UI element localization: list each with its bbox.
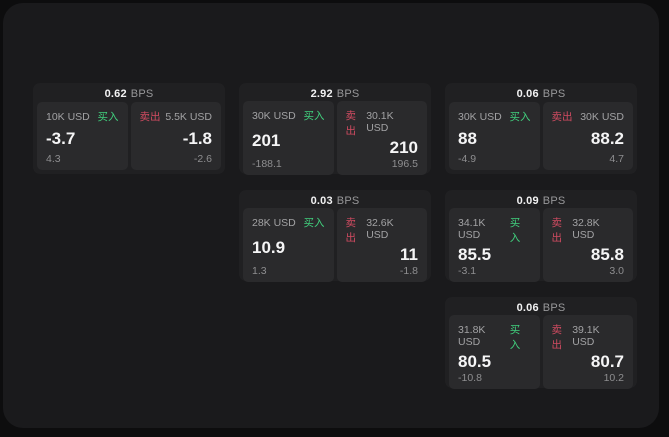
- spread-header: 0.62 BPS: [37, 87, 221, 102]
- buy-label: 买入: [303, 217, 325, 229]
- sell-size: 30K USD: [580, 111, 624, 123]
- main-panel: 0.62 BPS 10K USD 买入 -3.7 4.3 卖出 5.5K USD: [3, 3, 659, 428]
- spread-header: 0.06 BPS: [449, 301, 633, 315]
- sell-tile[interactable]: 卖出 32.6K USD 11 -1.8: [336, 208, 427, 282]
- buy-label: 买入: [509, 111, 531, 123]
- quote-card: 0.03 BPS 28K USD 买入 10.9 1.3 卖出 32.6K USD: [239, 190, 431, 282]
- sell-size: 32.8K USD: [572, 217, 600, 241]
- quote-card: 0.06 BPS 30K USD 买入 88 -4.9 卖出 30K USD: [445, 83, 637, 174]
- sell-label: 卖出: [551, 324, 563, 351]
- sell-sub-value: -2.6: [193, 153, 212, 165]
- quote-card: 0.09 BPS 34.1K USD 买入 85.5 -3.1 卖出 32.8K …: [445, 190, 637, 282]
- bps-unit-label: BPS: [336, 195, 360, 207]
- buy-size: 30K USD: [252, 110, 296, 122]
- buy-price: 201: [252, 130, 281, 150]
- sell-label: 卖出: [551, 111, 573, 123]
- sell-sub-value: 196.5: [391, 158, 418, 170]
- buy-size: 28K USD: [252, 217, 296, 229]
- sell-label: 卖出: [139, 111, 161, 123]
- buy-tile[interactable]: 30K USD 买入 201 -188.1: [243, 101, 334, 175]
- buy-label: 买入: [509, 324, 521, 351]
- buy-label: 买入: [509, 217, 521, 244]
- spread-header: 0.06 BPS: [449, 87, 633, 102]
- sell-tile[interactable]: 卖出 32.8K USD 85.8 3.0: [542, 208, 633, 282]
- spread-value: 0.03: [310, 195, 333, 207]
- buy-price: 80.5: [458, 352, 492, 371]
- sell-price: -1.8: [182, 128, 212, 148]
- sell-tile[interactable]: 卖出 30.1K USD 210 196.5: [336, 101, 427, 175]
- sell-size: 39.1K USD: [572, 324, 600, 348]
- buy-tile[interactable]: 30K USD 买入 88 -4.9: [449, 102, 540, 170]
- spread-header: 0.03 BPS: [243, 194, 427, 208]
- sell-sub-value: 4.7: [609, 153, 624, 165]
- buy-sub-value: -3.1: [458, 265, 477, 277]
- spread-header: 0.09 BPS: [449, 194, 633, 208]
- sell-size: 32.6K USD: [366, 217, 394, 241]
- sell-label: 卖出: [551, 217, 563, 244]
- quote-card: 0.06 BPS 31.8K USD 买入 80.5 -10.8 卖出 39.1K…: [445, 297, 637, 389]
- sell-tile[interactable]: 卖出 5.5K USD -1.8 -2.6: [130, 102, 221, 170]
- sell-price: 85.8: [590, 245, 624, 264]
- quote-card: 2.92 BPS 30K USD 买入 201 -188.1 卖出 30.1K U…: [239, 83, 431, 175]
- buy-tile[interactable]: 28K USD 买入 10.9 1.3: [243, 208, 334, 282]
- sell-label: 卖出: [345, 217, 357, 244]
- bps-unit-label: BPS: [336, 88, 360, 100]
- sell-tile[interactable]: 卖出 30K USD 88.2 4.7: [542, 102, 633, 170]
- buy-tile[interactable]: 10K USD 买入 -3.7 4.3: [37, 102, 128, 170]
- sell-size: 5.5K USD: [165, 111, 212, 123]
- sell-price: 210: [389, 138, 418, 157]
- spread-value: 2.92: [310, 88, 333, 100]
- buy-label: 买入: [303, 110, 325, 122]
- buy-sub-value: -4.9: [458, 153, 477, 165]
- buy-size: 10K USD: [46, 111, 90, 123]
- bps-unit-label: BPS: [130, 88, 154, 100]
- sell-price: 80.7: [590, 352, 624, 371]
- quote-card: 0.62 BPS 10K USD 买入 -3.7 4.3 卖出 5.5K USD: [33, 83, 225, 174]
- spread-value: 0.06: [516, 302, 539, 314]
- buy-sub-value: -188.1: [252, 158, 282, 170]
- buy-price: -3.7: [46, 128, 76, 148]
- buy-price: 85.5: [458, 245, 492, 264]
- spread-value: 0.06: [516, 88, 539, 100]
- sell-size: 30.1K USD: [366, 110, 394, 134]
- buy-price: 10.9: [252, 237, 286, 257]
- spread-value: 0.09: [516, 195, 539, 207]
- spread-value: 0.62: [104, 88, 127, 100]
- buy-tile[interactable]: 31.8K USD 买入 80.5 -10.8: [449, 315, 540, 389]
- sell-sub-value: 3.0: [609, 265, 624, 277]
- buy-price: 88: [458, 128, 477, 148]
- buy-sub-value: 4.3: [46, 153, 61, 165]
- bps-unit-label: BPS: [542, 88, 566, 100]
- sell-price: 11: [400, 245, 418, 264]
- buy-label: 买入: [97, 111, 119, 123]
- spread-header: 2.92 BPS: [243, 87, 427, 101]
- buy-size: 30K USD: [458, 111, 502, 123]
- buy-tile[interactable]: 34.1K USD 买入 85.5 -3.1: [449, 208, 540, 282]
- sell-price: 88.2: [590, 128, 624, 148]
- buy-size: 34.1K USD: [458, 217, 486, 241]
- sell-sub-value: 10.2: [603, 372, 624, 384]
- sell-sub-value: -1.8: [399, 265, 418, 277]
- buy-size: 31.8K USD: [458, 324, 486, 348]
- sell-label: 卖出: [345, 110, 357, 137]
- bps-unit-label: BPS: [542, 195, 566, 207]
- buy-sub-value: 1.3: [252, 265, 267, 277]
- quote-card-grid: 0.62 BPS 10K USD 买入 -3.7 4.3 卖出 5.5K USD: [33, 83, 637, 389]
- sell-tile[interactable]: 卖出 39.1K USD 80.7 10.2: [542, 315, 633, 389]
- bps-unit-label: BPS: [542, 302, 566, 314]
- buy-sub-value: -10.8: [458, 372, 482, 384]
